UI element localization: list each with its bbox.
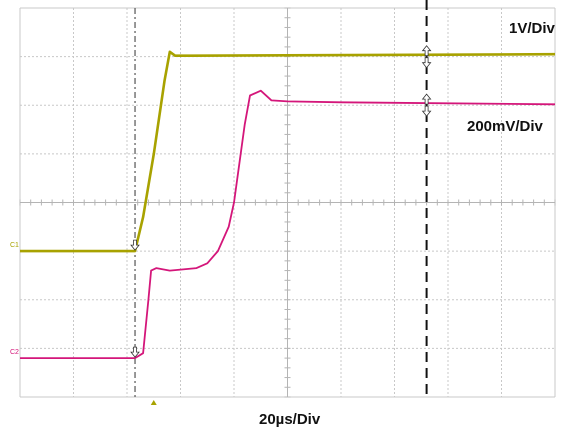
cursor-b-marker2-ch1: [421, 57, 432, 69]
cursor-a-marker-ch1: [130, 239, 140, 251]
trigger-marker: [150, 400, 157, 405]
cursor-b-marker-ch2: [421, 93, 432, 105]
channel-marker-c2: C2: [10, 349, 19, 356]
trace-ch1: [20, 50, 556, 253]
cursor-b-marker2-ch2: [421, 105, 432, 117]
cursor-b-marker-ch1: [421, 45, 432, 57]
time-scale-label: 20µs/Div: [259, 411, 321, 428]
ch2-scale-label: 200mV/Div: [467, 118, 543, 135]
markers: C1 C2: [10, 45, 432, 405]
trace-ch2: [20, 89, 556, 359]
traces: [20, 50, 556, 359]
channel-marker-c1: C1: [10, 242, 19, 249]
cursor-a-marker-ch2: [130, 346, 140, 358]
ch1-scale-label: 1V/Div: [509, 20, 555, 37]
grid: [19, 7, 556, 398]
cursor-lines: [134, 0, 428, 397]
